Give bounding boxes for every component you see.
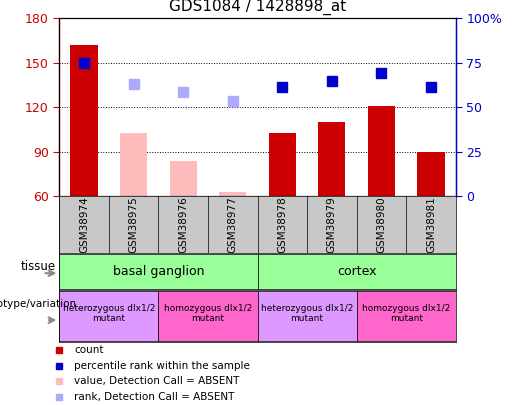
Text: heterozygous dlx1/2
mutant: heterozygous dlx1/2 mutant: [63, 304, 155, 323]
Bar: [258, 291, 356, 341]
Bar: [258, 254, 456, 289]
Bar: [318, 122, 346, 196]
Text: cortex: cortex: [337, 265, 376, 278]
Text: genotype/variation: genotype/variation: [0, 299, 76, 309]
Text: GSM38977: GSM38977: [228, 196, 238, 253]
Text: GSM38974: GSM38974: [79, 196, 89, 253]
Text: count: count: [74, 345, 104, 355]
Bar: [269, 132, 296, 196]
Text: percentile rank within the sample: percentile rank within the sample: [74, 361, 250, 371]
Title: GDS1084 / 1428898_at: GDS1084 / 1428898_at: [169, 0, 346, 15]
Text: GSM38978: GSM38978: [277, 196, 287, 253]
Text: homozygous dlx1/2
mutant: homozygous dlx1/2 mutant: [362, 304, 450, 323]
Text: tissue: tissue: [21, 260, 56, 273]
Text: homozygous dlx1/2
mutant: homozygous dlx1/2 mutant: [164, 304, 252, 323]
Text: basal ganglion: basal ganglion: [113, 265, 204, 278]
Text: GSM38981: GSM38981: [426, 196, 436, 253]
Text: GSM38975: GSM38975: [129, 196, 139, 253]
Bar: [219, 192, 246, 196]
Text: rank, Detection Call = ABSENT: rank, Detection Call = ABSENT: [74, 392, 234, 402]
Text: GSM38980: GSM38980: [376, 196, 386, 253]
Bar: [159, 291, 258, 341]
Text: heterozygous dlx1/2
mutant: heterozygous dlx1/2 mutant: [261, 304, 353, 323]
Text: GSM38976: GSM38976: [178, 196, 188, 253]
Bar: [356, 291, 456, 341]
Bar: [368, 106, 395, 196]
Bar: [59, 254, 258, 289]
Text: GSM38979: GSM38979: [327, 196, 337, 253]
Bar: [71, 45, 98, 196]
Bar: [120, 132, 147, 196]
Bar: [169, 161, 197, 196]
Bar: [59, 291, 159, 341]
Bar: [417, 152, 444, 196]
Text: value, Detection Call = ABSENT: value, Detection Call = ABSENT: [74, 377, 239, 386]
